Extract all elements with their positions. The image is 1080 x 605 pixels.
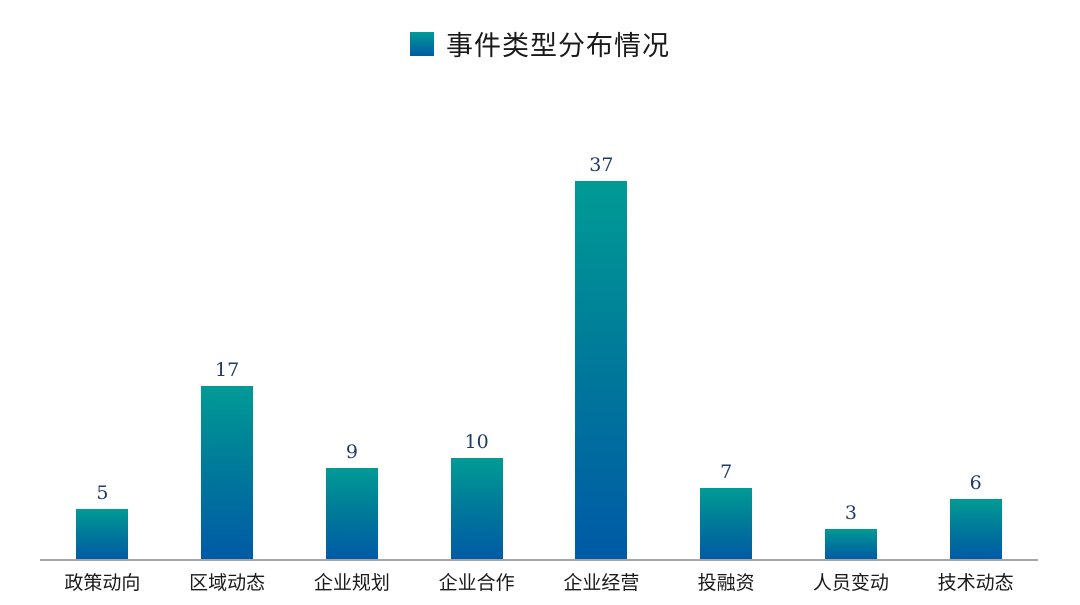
legend-label: 事件类型分布情况 — [446, 31, 670, 62]
bar-value-label: 10 — [464, 431, 489, 453]
bar — [824, 529, 877, 560]
bar — [201, 386, 254, 560]
x-axis-category-label: 政策动向 — [64, 572, 141, 594]
bar-value-label: 6 — [969, 472, 982, 494]
legend-swatch-icon — [410, 31, 434, 56]
bar — [450, 458, 503, 560]
x-axis-category-label: 企业合作 — [438, 572, 515, 594]
x-axis-category-label: 投融资 — [697, 572, 755, 594]
x-axis-line — [40, 559, 1038, 561]
x-axis-category-label: 企业规划 — [313, 572, 390, 594]
bar-value-label: 7 — [720, 461, 733, 483]
bar-value-label: 17 — [215, 359, 240, 381]
bar-value-label: 37 — [589, 154, 614, 176]
bar-value-label: 9 — [345, 441, 358, 463]
chart-legend: 事件类型分布情况 — [0, 24, 1080, 63]
bar-value-label: 3 — [844, 502, 857, 524]
x-axis-category-label: 人员变动 — [812, 572, 889, 594]
bar-value-label: 5 — [96, 482, 109, 504]
x-axis-category-label: 技术动态 — [937, 572, 1014, 594]
bar — [325, 468, 378, 560]
x-axis-category-label: 企业经营 — [563, 572, 640, 594]
bar — [575, 181, 628, 560]
x-axis-category-label: 区域动态 — [189, 572, 266, 594]
bar — [949, 499, 1002, 560]
bar — [700, 488, 753, 560]
bar — [76, 509, 129, 560]
